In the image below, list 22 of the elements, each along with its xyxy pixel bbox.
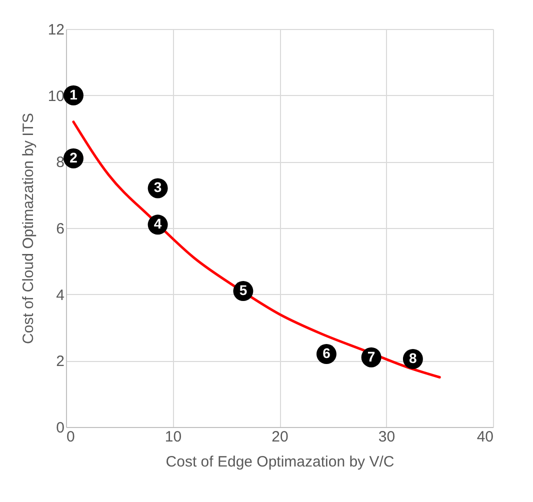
annotation: 6: [322, 345, 331, 362]
y-tick-label: 4: [56, 286, 64, 304]
x-tick-label: 30: [378, 428, 396, 446]
annotation: 7: [367, 348, 376, 364]
x-tick-label: 10: [164, 428, 182, 446]
y-tick-label: 6: [56, 220, 64, 238]
x-axis-title: Cost of Edge Optimazation by V/C: [166, 454, 394, 470]
y-axis-title: Cost of Cloud Optimazation by ITS: [20, 113, 37, 344]
y-tick-label: 10: [48, 88, 64, 105]
annotation: 2: [70, 149, 78, 166]
x-tick-label: 0: [66, 428, 75, 446]
line-series: [72, 120, 441, 378]
annotation: 5: [239, 282, 248, 298]
annotation: 8: [409, 350, 418, 366]
annotation: 1: [70, 86, 78, 102]
y-tick-label: 12: [48, 22, 64, 38]
y-tick-label: 8: [56, 154, 64, 172]
x-tick-label: 40: [476, 428, 494, 446]
annotation: 4: [154, 216, 162, 232]
y-tick-label: 2: [56, 353, 64, 370]
x-tick-label: 20: [272, 428, 288, 446]
annotation: 3: [154, 179, 162, 196]
